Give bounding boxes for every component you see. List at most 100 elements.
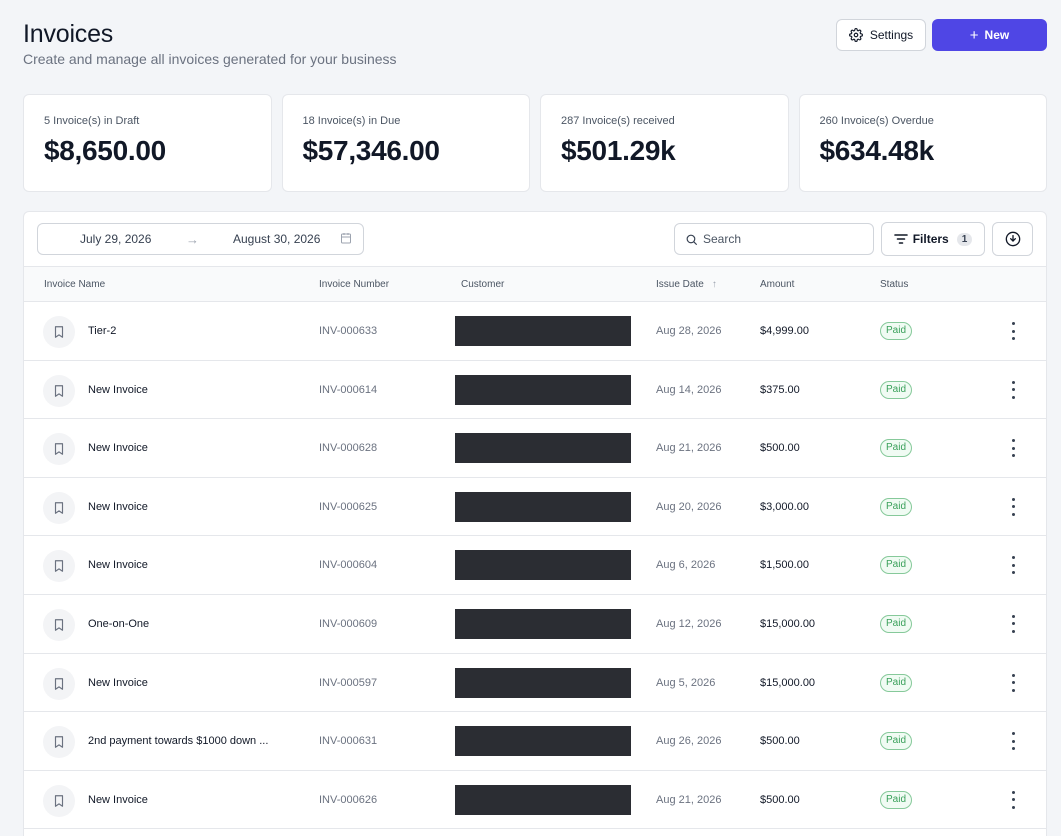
table-body: Tier-2 INV-000633 Aug 28, 2026 $4,999.00… — [24, 302, 1046, 830]
more-vertical-icon[interactable] — [1008, 790, 1018, 809]
stat-card-received: 287 Invoice(s) received $501.29k — [540, 94, 789, 192]
customer-redacted — [455, 726, 631, 757]
customer-redacted — [455, 433, 631, 464]
invoice-icon — [43, 491, 75, 524]
stat-label: 287 Invoice(s) received — [561, 115, 675, 127]
invoice-number: INV-000609 — [319, 617, 378, 630]
stat-card-overdue: 260 Invoice(s) Overdue $634.48k — [798, 94, 1047, 192]
arrow-right-icon: → — [186, 231, 199, 247]
new-invoice-button[interactable]: + New — [932, 19, 1047, 51]
page-title: Invoices — [23, 20, 114, 48]
calendar-icon[interactable] — [340, 232, 352, 244]
status-badge: Paid — [880, 322, 913, 340]
column-amount[interactable]: Amount — [760, 279, 795, 290]
customer-redacted — [455, 316, 631, 346]
date-from[interactable]: July 29, 2026 — [80, 232, 152, 246]
invoice-icon — [43, 550, 75, 583]
sort-ascending-icon[interactable]: ↑ — [711, 279, 717, 290]
issue-date: Aug 28, 2026 — [656, 325, 722, 337]
amount: $1,500.00 — [760, 559, 809, 572]
invoice-icon — [43, 433, 75, 466]
amount: $500.00 — [760, 735, 800, 748]
search-icon — [686, 234, 697, 245]
invoice-icon — [43, 374, 75, 407]
column-issue-date[interactable]: Issue Date ↑ — [656, 279, 717, 290]
stat-value: $501.29k — [561, 135, 676, 166]
filters-button[interactable]: Filters 1 — [881, 222, 985, 256]
settings-label: Settings — [869, 28, 914, 42]
settings-button[interactable]: Settings — [836, 19, 926, 51]
status-badge: Paid — [880, 790, 913, 809]
page-header: Invoices Create and manage all invoices … — [23, 18, 1047, 68]
amount: $500.00 — [760, 442, 800, 455]
status-badge: Paid — [880, 614, 913, 633]
invoice-icon — [43, 667, 75, 700]
download-icon — [1005, 231, 1020, 247]
invoice-icon — [43, 608, 75, 641]
issue-date: Aug 12, 2026 — [656, 617, 722, 630]
invoice-name[interactable]: New Invoice — [88, 676, 148, 689]
status-badge: Paid — [880, 380, 913, 399]
invoice-name[interactable]: New Invoice — [88, 793, 148, 806]
invoice-number: INV-000614 — [319, 383, 378, 396]
table-row[interactable]: New Invoice INV-000604 Aug 6, 2026 $1,50… — [24, 536, 1046, 595]
invoice-number: INV-000633 — [319, 325, 378, 337]
invoice-name[interactable]: 2nd payment towards $1000 down ... — [88, 735, 269, 748]
stat-value: $57,346.00 — [302, 135, 440, 166]
table-row[interactable]: One-on-One INV-000609 Aug 12, 2026 $15,0… — [24, 595, 1046, 654]
amount: $15,000.00 — [760, 676, 816, 689]
invoice-number: INV-000625 — [319, 500, 378, 513]
table-row[interactable]: New Invoice INV-000628 Aug 21, 2026 $500… — [24, 419, 1046, 478]
download-button[interactable] — [992, 222, 1033, 256]
more-vertical-icon[interactable] — [1008, 439, 1018, 458]
plus-icon: + — [969, 26, 979, 44]
invoice-name[interactable]: New Invoice — [88, 500, 148, 513]
new-label: New — [984, 28, 1010, 42]
column-invoice-name[interactable]: Invoice Name — [44, 279, 106, 290]
more-vertical-icon[interactable] — [1008, 322, 1018, 340]
column-customer[interactable]: Customer — [461, 279, 505, 290]
invoice-name[interactable]: New Invoice — [88, 383, 148, 396]
more-vertical-icon[interactable] — [1008, 556, 1018, 575]
table-row[interactable]: New Invoice INV-000626 Aug 21, 2026 $500… — [24, 771, 1046, 830]
more-vertical-icon[interactable] — [1008, 614, 1018, 633]
invoice-name[interactable]: New Invoice — [88, 559, 148, 572]
date-to[interactable]: August 30, 2026 — [233, 232, 321, 246]
invoice-name[interactable]: Tier-2 — [88, 325, 117, 337]
customer-redacted — [455, 667, 631, 698]
more-vertical-icon[interactable] — [1008, 732, 1018, 751]
more-vertical-icon[interactable] — [1008, 497, 1018, 516]
header-actions: Settings + New — [836, 19, 1047, 51]
issue-date-label: Issue Date — [656, 279, 704, 290]
issue-date: Aug 20, 2026 — [656, 500, 722, 513]
column-invoice-number[interactable]: Invoice Number — [319, 279, 390, 290]
table-row[interactable]: New Invoice INV-000625 Aug 20, 2026 $3,0… — [24, 478, 1046, 537]
customer-redacted — [455, 608, 631, 639]
stat-value: $634.48k — [819, 135, 935, 166]
stat-label: 5 Invoice(s) in Draft — [44, 115, 140, 127]
invoice-number: INV-000631 — [319, 735, 378, 748]
filters-count-badge: 1 — [956, 232, 973, 246]
filters-label: Filters — [912, 232, 949, 246]
table-row[interactable]: 2nd payment towards $1000 down ... INV-0… — [24, 712, 1046, 771]
invoice-name[interactable]: New Invoice — [88, 442, 148, 455]
amount: $375.00 — [760, 383, 800, 396]
date-range-picker[interactable]: July 29, 2026 → August 30, 2026 — [37, 223, 364, 255]
table-row[interactable]: New Invoice INV-000614 Aug 14, 2026 $375… — [24, 361, 1046, 420]
amount: $3,000.00 — [760, 500, 809, 513]
table-header: Invoice Name Invoice Number Customer Iss… — [24, 267, 1046, 302]
search-input[interactable] — [703, 232, 863, 246]
search-box[interactable] — [674, 223, 874, 255]
stat-card-draft: 5 Invoice(s) in Draft $8,650.00 — [23, 94, 272, 192]
page-subtitle: Create and manage all invoices generated… — [23, 51, 397, 67]
invoice-name[interactable]: One-on-One — [88, 617, 150, 630]
more-vertical-icon[interactable] — [1008, 380, 1018, 399]
status-badge: Paid — [880, 556, 913, 575]
table-row[interactable]: New Invoice INV-000597 Aug 5, 2026 $15,0… — [24, 654, 1046, 713]
more-vertical-icon[interactable] — [1008, 673, 1018, 692]
stat-label: 260 Invoice(s) Overdue — [819, 115, 934, 127]
invoice-number: INV-000626 — [319, 793, 378, 806]
table-row[interactable]: Tier-2 INV-000633 Aug 28, 2026 $4,999.00… — [24, 302, 1046, 361]
column-status[interactable]: Status — [880, 279, 909, 290]
